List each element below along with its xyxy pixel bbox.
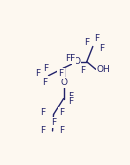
Text: F: F xyxy=(58,69,64,78)
Text: F: F xyxy=(80,66,85,75)
Text: O: O xyxy=(73,57,80,66)
Text: OH: OH xyxy=(97,65,111,74)
Text: F: F xyxy=(51,118,56,127)
Text: F: F xyxy=(84,38,89,47)
Text: FF: FF xyxy=(65,54,75,63)
Text: F: F xyxy=(94,34,99,43)
Text: F: F xyxy=(40,108,45,117)
Text: F: F xyxy=(42,78,48,87)
Text: F: F xyxy=(68,97,73,106)
Text: F: F xyxy=(35,69,40,78)
Text: F: F xyxy=(60,108,65,117)
Text: F: F xyxy=(99,44,104,53)
Text: F: F xyxy=(68,92,73,100)
Text: O: O xyxy=(60,78,67,87)
Text: F: F xyxy=(43,64,48,73)
Text: F: F xyxy=(40,126,45,135)
Text: F: F xyxy=(60,126,65,135)
